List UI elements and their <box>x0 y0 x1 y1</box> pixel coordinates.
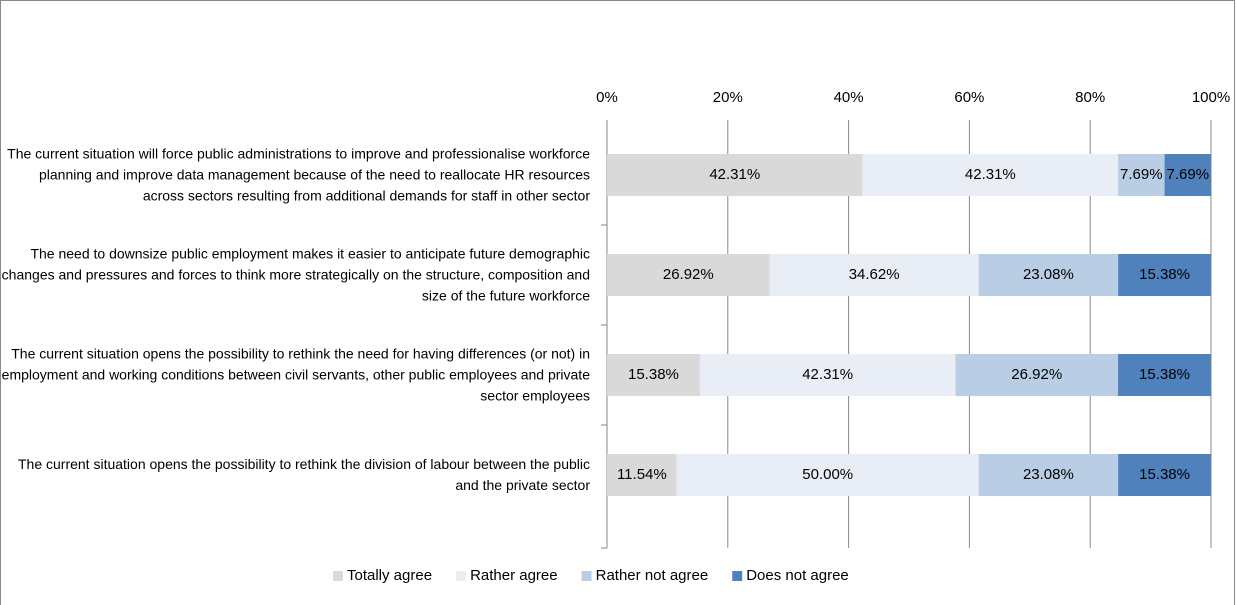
data-label: 23.08% <box>1023 266 1074 283</box>
data-label: 26.92% <box>663 266 714 283</box>
category-label: The need to downsize public employment m… <box>1 245 590 304</box>
data-label: 15.38% <box>1139 466 1190 483</box>
legend-swatch <box>333 571 343 581</box>
bar-segment <box>1118 254 1211 296</box>
bar-segment <box>1118 154 1165 196</box>
bar-segment <box>607 354 700 396</box>
legend-swatch <box>732 571 743 581</box>
category-label: The current situation will force public … <box>7 145 590 204</box>
data-label: 15.38% <box>628 366 679 383</box>
data-label: 26.92% <box>1011 366 1062 383</box>
x-tick-label: 60% <box>954 89 984 106</box>
data-label: 42.31% <box>709 166 760 183</box>
data-label: 50.00% <box>802 466 853 483</box>
bar-segment <box>769 254 979 296</box>
bar-segment <box>607 254 770 296</box>
data-label: 7.69% <box>1167 166 1210 183</box>
bar-segment <box>1118 354 1211 396</box>
legend-label: Rather agree <box>470 567 558 584</box>
bar-segment <box>978 454 1119 496</box>
legend-swatch <box>581 571 592 581</box>
data-label: 34.62% <box>849 266 900 283</box>
data-label: 15.38% <box>1139 266 1190 283</box>
bar-segment <box>699 354 956 396</box>
data-label: 11.54% <box>617 466 667 483</box>
legend-label: Rather not agree <box>596 567 709 584</box>
legend-swatch <box>456 571 467 581</box>
data-label: 15.38% <box>1139 366 1190 383</box>
data-label: 42.31% <box>965 166 1016 183</box>
bar-segment <box>676 454 979 496</box>
x-tick-label: 100% <box>1192 89 1230 106</box>
x-tick-label: 40% <box>834 89 864 106</box>
legend-label: Totally agree <box>347 567 432 584</box>
legend-label: Does not agree <box>746 567 849 584</box>
data-label: 7.69% <box>1120 166 1163 183</box>
data-label: 23.08% <box>1023 466 1074 483</box>
bar-segment <box>607 154 863 196</box>
bar-segment <box>607 454 677 496</box>
bar-segment <box>862 154 1119 196</box>
bar-segment <box>955 354 1119 396</box>
category-label: The current situation opens the possibil… <box>17 456 590 493</box>
data-label: 42.31% <box>802 366 853 383</box>
bar-segment <box>1118 454 1211 496</box>
x-tick-label: 0% <box>596 89 618 106</box>
bar-segment <box>1164 154 1211 196</box>
x-tick-label: 20% <box>713 89 743 106</box>
x-tick-label: 80% <box>1075 89 1105 106</box>
bar-segment <box>978 254 1119 296</box>
category-label: The current situation opens the possibil… <box>1 345 590 404</box>
